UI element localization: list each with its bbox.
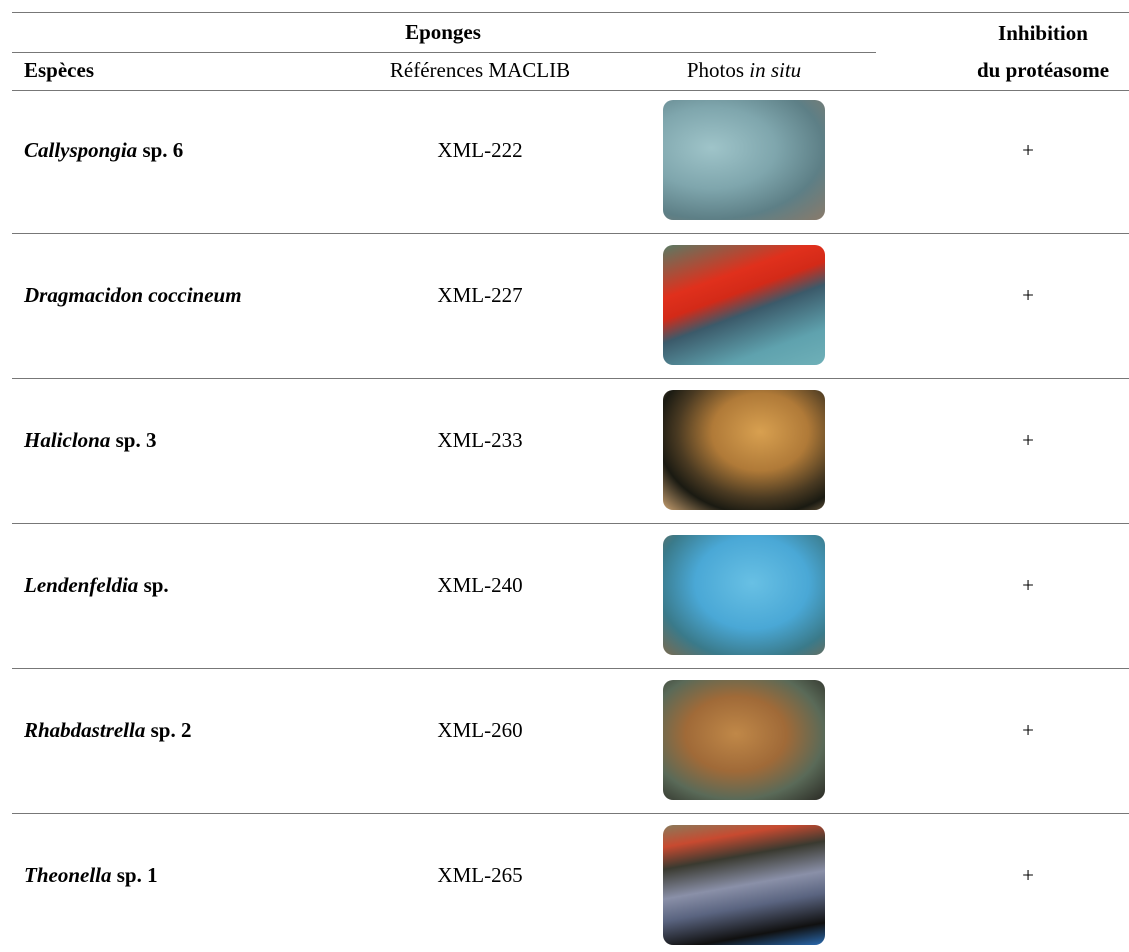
inhibition-header: Inhibition bbox=[998, 21, 1088, 45]
row-rule bbox=[12, 523, 1129, 524]
inhibition-header: du protéasome bbox=[976, 58, 1110, 82]
species: Haliclona sp. 3 bbox=[24, 428, 156, 452]
inhibition: + bbox=[1022, 573, 1034, 597]
row-rule bbox=[12, 378, 1129, 379]
photo bbox=[663, 100, 825, 220]
photos-label: Photos bbox=[686, 58, 744, 82]
group-header: Eponges bbox=[405, 20, 481, 44]
genus: Haliclona bbox=[24, 428, 111, 452]
photo bbox=[663, 535, 825, 655]
inhibition: + bbox=[1022, 138, 1034, 162]
species: Callyspongia sp. 6 bbox=[24, 138, 183, 162]
references-header: Références MACLIB bbox=[389, 58, 571, 82]
species-suffix: sp. 3 bbox=[115, 428, 157, 452]
species-suffix: sp. 1 bbox=[116, 863, 158, 887]
reference: XML-240 bbox=[437, 573, 523, 597]
inhibition: + bbox=[1022, 283, 1034, 307]
inhibition: + bbox=[1022, 863, 1034, 887]
reference: XML-227 bbox=[437, 283, 523, 307]
reference: XML-265 bbox=[437, 863, 523, 887]
photo bbox=[663, 680, 825, 800]
row-rule bbox=[12, 668, 1129, 669]
species-header: Espèces bbox=[24, 58, 94, 82]
photos-header: Photos in situ bbox=[687, 58, 801, 82]
species: Rhabdastrella sp. 2 bbox=[24, 718, 191, 742]
genus: Rhabdastrella bbox=[24, 718, 146, 742]
photo bbox=[663, 825, 825, 945]
inhibition: + bbox=[1022, 718, 1034, 742]
reference: XML-260 bbox=[437, 718, 523, 742]
inhibition: + bbox=[1022, 428, 1034, 452]
row-rule bbox=[12, 233, 1129, 234]
species: Dragmacidon coccineum bbox=[24, 283, 242, 307]
photo bbox=[663, 245, 825, 365]
species-suffix: sp. 6 bbox=[142, 138, 184, 162]
species: Theonella sp. 1 bbox=[24, 863, 158, 887]
species-suffix: sp. bbox=[143, 573, 169, 597]
species-suffix: sp. 2 bbox=[150, 718, 192, 742]
top-rule bbox=[12, 12, 1129, 13]
reference: XML-222 bbox=[437, 138, 523, 162]
photos-label-italic: in situ bbox=[749, 58, 802, 82]
genus: Lendenfeldia bbox=[24, 573, 139, 597]
header-rule bbox=[12, 90, 1129, 91]
genus: Callyspongia bbox=[24, 138, 138, 162]
genus: Theonella bbox=[24, 863, 112, 887]
genus: Dragmacidon coccineum bbox=[24, 283, 242, 307]
row-rule bbox=[12, 813, 1129, 814]
species: Lendenfeldia sp. bbox=[24, 573, 169, 597]
group-rule bbox=[12, 52, 876, 53]
photo bbox=[663, 390, 825, 510]
reference: XML-233 bbox=[437, 428, 523, 452]
